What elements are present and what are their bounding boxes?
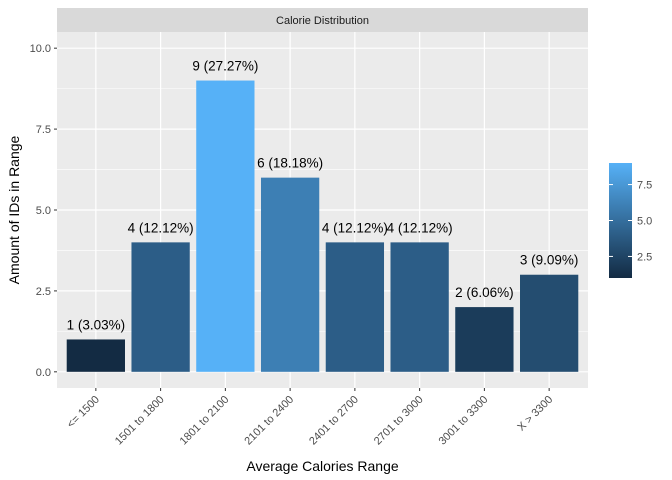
bar-value-label: 2 (6.06%) — [455, 285, 514, 300]
bar-value-label: 3 (9.09%) — [520, 253, 579, 268]
bar-value-label: 4 (12.12%) — [128, 220, 194, 235]
y-tick-label: 7.5 — [36, 124, 51, 136]
color-legend: 2.5 5.0 7.5 — [609, 163, 652, 278]
bar — [66, 339, 125, 372]
legend-tick-label: 5.0 — [637, 216, 652, 228]
bar — [390, 242, 449, 372]
bar-value-label: 9 (27.27%) — [192, 59, 258, 74]
bar-value-label: 6 (18.18%) — [257, 156, 323, 171]
facet-title: Calorie Distribution — [276, 15, 369, 27]
bar — [455, 307, 514, 372]
bar-value-label: 1 (3.03%) — [67, 317, 126, 332]
bar — [196, 80, 255, 372]
bar-value-label: 4 (12.12%) — [387, 220, 453, 235]
y-tick-label: 5.0 — [36, 205, 51, 217]
bar-labels: 1 (3.03%) 4 (12.12%) 9 (27.27%) 6 (18.18%) 4… — [67, 59, 579, 333]
y-tick-label: 10.0 — [30, 43, 51, 55]
legend-tick-label: 2.5 — [637, 251, 652, 263]
y-axis: 0.0 2.5 5.0 7.5 10.0 — [30, 43, 57, 379]
y-tick-label: 2.5 — [36, 286, 51, 298]
bar — [260, 177, 320, 372]
y-tick-label: 0.0 — [36, 367, 51, 379]
bar — [520, 274, 579, 372]
legend-colorbar — [609, 163, 632, 278]
legend-tick-label: 7.5 — [637, 180, 652, 192]
bars — [66, 80, 579, 372]
y-axis-title: Amount of IDs in Range — [6, 135, 22, 284]
bar-value-label: 4 (12.12%) — [322, 220, 388, 235]
x-axis-title: Average Calories Range — [246, 458, 398, 474]
bar — [131, 242, 190, 372]
facet-strip — [57, 8, 588, 32]
bar — [325, 242, 385, 372]
